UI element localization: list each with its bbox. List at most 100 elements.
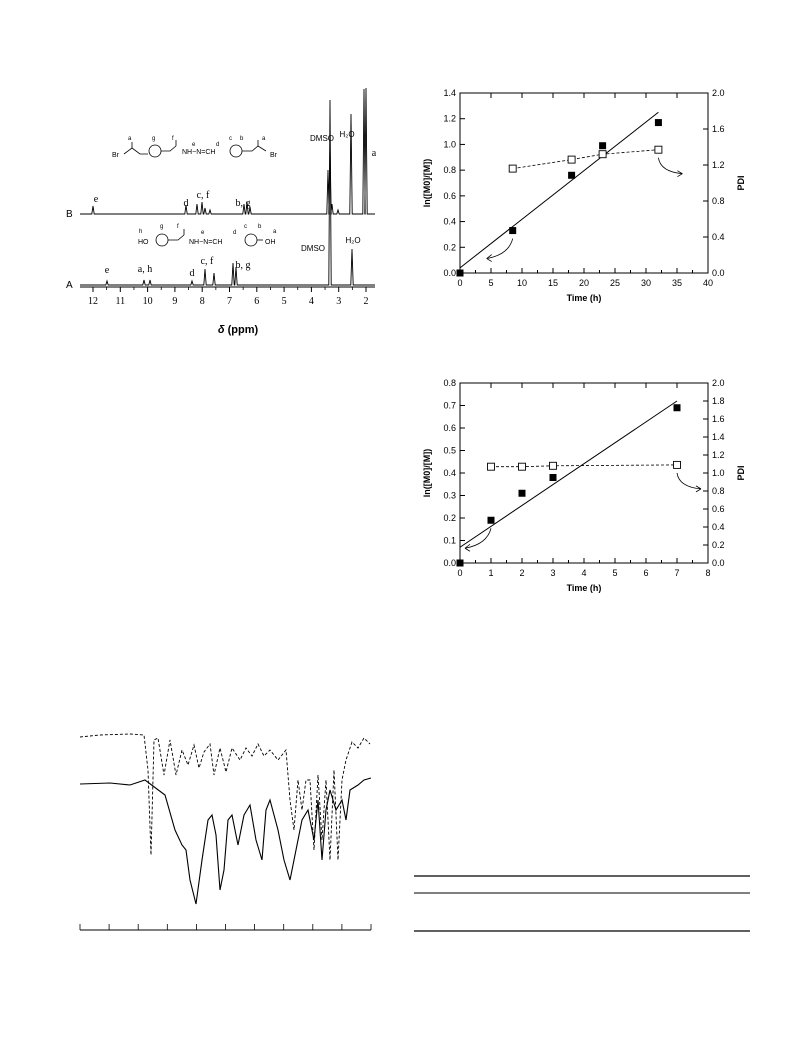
y-tick-label: 0.7 [443, 401, 456, 411]
structure-b-letter: g [152, 136, 155, 142]
x-tick-label: 35 [672, 278, 682, 288]
pdi-point [673, 460, 681, 469]
structure-b-letter: a [128, 136, 132, 142]
pdi-point [508, 164, 517, 173]
b-peak-label-bg: b, g [236, 198, 251, 209]
y2-tick-label: 2.0 [712, 88, 725, 98]
x-tick-label: 25 [610, 278, 620, 288]
nmr-trace-a [80, 99, 375, 286]
right-axis-arrow [658, 157, 683, 175]
y-tick-label: 0.8 [443, 378, 456, 388]
ir-spectra-figure [79, 733, 372, 931]
x-tick-label: 5 [612, 568, 617, 578]
y2-tick-label: 1.4 [712, 432, 725, 442]
y-axis-label: ln([M0]/[M]) [422, 159, 432, 207]
structure-b-letter: a [262, 136, 266, 142]
x-tick-label: 3 [550, 568, 555, 578]
ir-trace-solid [79, 777, 372, 905]
x-tick-label: 7 [674, 568, 679, 578]
pdi-point [487, 462, 495, 471]
nmr-x-axis-label: δ (ppm) [218, 324, 259, 336]
y-tick-label: 0.3 [443, 491, 456, 501]
conversion-point [599, 142, 607, 150]
structure-a-linker: NH−N=CH [189, 239, 222, 246]
right-axis-arrowhead [695, 485, 702, 493]
fit-line [459, 111, 659, 269]
b-peak-label-cf: c, f [197, 190, 210, 201]
structure-a-letter: g [160, 224, 163, 230]
x-tick-label: 20 [579, 278, 589, 288]
y-tick-label: 0.0 [443, 558, 456, 568]
structure-b-letter: c [229, 136, 232, 142]
y-tick-label: 0.4 [443, 468, 456, 478]
right-axis-arrowhead [677, 170, 683, 178]
left-axis-arrowhead [486, 254, 492, 262]
y-tick-label: 1.2 [443, 114, 456, 124]
structure-b-letter: f [172, 136, 174, 142]
right-axis-arrow [676, 472, 702, 490]
table-fragment [414, 875, 750, 932]
a-peak-label-water: H₂O [345, 236, 360, 245]
nmr-trace-b [80, 87, 375, 215]
conversion-point [568, 171, 576, 179]
structure-a-letter: a [273, 229, 277, 235]
x-tick-label: 2 [519, 568, 524, 578]
structure-a-letter: e [201, 230, 205, 236]
left-axis-arrow [464, 528, 492, 549]
structure-a-right-end: OH [265, 239, 276, 246]
b-peak-label-a: a [372, 148, 377, 159]
structure-b: Br NH−N=CH Br a g f e d c b a [112, 136, 278, 159]
a-peak-label-e: e [105, 265, 110, 276]
y2-axis-label: PDI [736, 175, 746, 190]
structure-a-letter: d [233, 230, 236, 236]
ir-x-ticks [79, 924, 372, 930]
x-tick-label: 0 [457, 568, 462, 578]
b-peak-label-e: e [94, 194, 99, 205]
x-tick-label: 0 [457, 278, 462, 288]
structure-b-right-end: Br [270, 152, 278, 159]
pdi-point [518, 462, 526, 471]
structure-b-letter: e [192, 142, 196, 148]
nmr-x-tick-label: 11 [115, 296, 125, 307]
y-tick-label: 0.6 [443, 191, 456, 201]
y2-tick-label: 0.2 [712, 540, 725, 550]
nmr-x-tick-label: 6 [254, 296, 259, 307]
trace-b-label: B [66, 209, 73, 220]
y2-tick-label: 0.6 [712, 504, 725, 514]
nmr-x-tick-label: 10 [143, 296, 153, 307]
y-tick-label: 0.1 [443, 536, 456, 546]
y2-tick-label: 0.4 [712, 522, 725, 532]
y2-tick-label: 1.8 [712, 396, 725, 406]
nmr-x-ticks: 12 11 10 9 8 7 6 5 4 3 2 [88, 287, 369, 307]
conversion-point [456, 559, 464, 567]
left-axis-arrowhead [464, 543, 471, 552]
conversion-point [487, 516, 495, 524]
x-tick-label: 40 [703, 278, 713, 288]
y-tick-label: 0.2 [443, 242, 456, 252]
nmr-spectra-figure: 12 11 10 9 8 7 6 5 4 3 2 δ (ppm) B A e d c, f b, g… [66, 87, 377, 336]
conversion-point [654, 119, 662, 127]
pdi-point [549, 461, 557, 470]
x-axis-label: Time (h) [567, 583, 602, 593]
x-tick-label: 4 [581, 568, 586, 578]
y2-tick-label: 1.6 [712, 414, 725, 424]
y2-tick-label: 0.4 [712, 232, 725, 242]
y2-tick-label: 0.0 [712, 558, 725, 568]
nmr-x-tick-label: 4 [309, 296, 314, 307]
nmr-x-tick-label: 7 [227, 296, 232, 307]
y-tick-label: 0.0 [443, 268, 456, 278]
y-tick-label: 0.8 [443, 165, 456, 175]
plot-frame [459, 92, 709, 274]
nmr-x-tick-label: 9 [172, 296, 177, 307]
nmr-x-tick-label: 12 [88, 296, 98, 307]
a-peak-label-bg: b, g [236, 260, 251, 271]
structure-b-letter: d [216, 142, 219, 148]
structure-b-linker: NH−N=CH [182, 149, 215, 156]
y-tick-label: 0.6 [443, 423, 456, 433]
x-axis-label: Time (h) [567, 293, 602, 303]
y2-tick-label: 0.0 [712, 268, 725, 278]
structure-b-left-end: Br [112, 152, 120, 159]
y-tick-label: 1.4 [443, 88, 456, 98]
y2-tick-label: 0.8 [712, 486, 725, 496]
nmr-x-tick-label: 3 [336, 296, 341, 307]
